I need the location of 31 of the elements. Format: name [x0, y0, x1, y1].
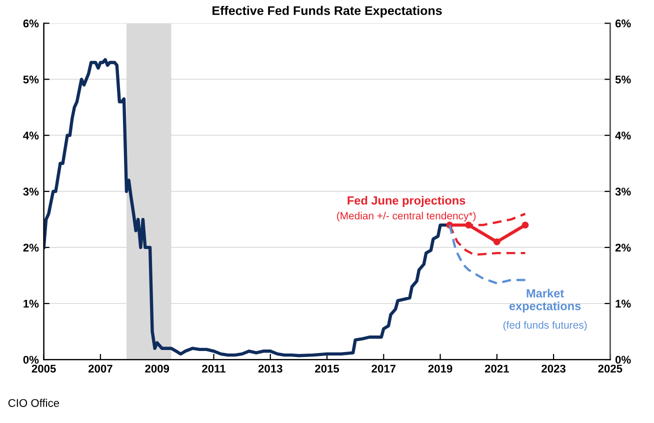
y-tick-label: 2%: [23, 244, 39, 252]
y2-tick-label: 2%: [615, 244, 631, 252]
y2-tick-label: 4%: [615, 132, 631, 140]
x-tick-label: 2023: [542, 364, 566, 373]
annotation: Market expectations: [509, 288, 581, 313]
x-tick-label: 2013: [258, 364, 282, 373]
x-tick-label: 2009: [145, 364, 170, 373]
y-tick-label: 6%: [23, 20, 39, 28]
y2-tick-label: 1%: [616, 300, 631, 308]
chart-title: Effective Fed Funds Rate Expectations: [212, 6, 442, 18]
y-tick-label: 0%: [23, 356, 39, 364]
y2-tick-label: 3%: [615, 188, 631, 196]
annotation: Fed June projections: [348, 196, 466, 207]
x-tick-label: 2015: [315, 364, 340, 373]
x-tick-label: 2005: [32, 364, 56, 373]
x-tick-label: 2011: [202, 364, 226, 373]
y-tick-label: 3%: [23, 188, 39, 196]
y2-tick-label: 5%: [615, 76, 631, 84]
x-tick-label: 2007: [88, 364, 112, 373]
y2-tick-label: 0%: [615, 356, 631, 364]
x-tick-label: 2019: [428, 364, 452, 373]
x-tick-label: 2025: [598, 364, 622, 373]
text: CIO Office: [8, 398, 60, 407]
y-tick-label: 4%: [23, 132, 39, 140]
y-tick-label: 5%: [23, 76, 39, 84]
y2-tick-label: 6%: [615, 20, 631, 28]
y-tick-label: 1%: [24, 300, 39, 308]
annotation: (Median +/- central tendency*): [337, 212, 476, 222]
annotation: (fed funds futures): [503, 321, 587, 331]
x-tick-label: 2021: [484, 364, 509, 373]
x-tick-label: 2017: [372, 364, 396, 373]
